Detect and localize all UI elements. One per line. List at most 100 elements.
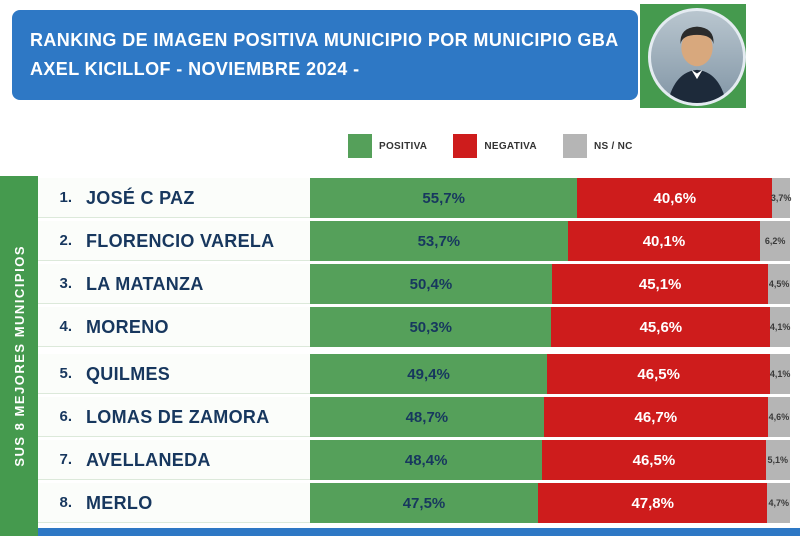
nsnc-value-label: 4,7% (768, 498, 789, 508)
person-silhouette-icon (667, 26, 727, 103)
bar-segment-negativa: 45,6% (551, 307, 771, 347)
negativa-value-label: 47,8% (631, 494, 674, 512)
negativa-value-label: 40,1% (642, 232, 686, 250)
row-label-cell: 6. LOMAS DE ZAMORA (38, 397, 310, 437)
row-rank: 1. (59, 189, 72, 206)
stacked-bar: 49,4% 46,5% 4,1% (310, 354, 790, 394)
nsnc-value-label: 5,1% (767, 455, 788, 465)
bar-segment-nsnc: 4,1% (770, 307, 790, 347)
row-rank: 6. (59, 408, 72, 425)
nsnc-value-label: 4,1% (769, 369, 791, 379)
kicillof-photo (648, 8, 746, 106)
row-label-cell: 8. MERLO (38, 483, 310, 523)
stacked-bar: 55,7% 40,6% 3,7% (310, 178, 792, 218)
municipality-name: QUILMES (86, 364, 171, 384)
bottom-blue-strip (38, 528, 800, 536)
bar-segment-nsnc: 4,7% (767, 483, 790, 523)
bar-segment-nsnc: 4,5% (768, 264, 790, 304)
bar-segment-positiva: 48,4% (310, 440, 543, 480)
nsnc-swatch-icon (562, 134, 587, 158)
negativa-value-label: 45,1% (638, 275, 682, 293)
row-rank: 5. (59, 365, 72, 382)
negativa-value-label: 45,6% (639, 318, 683, 336)
row-rank: 2. (59, 232, 72, 249)
table-row: 1. JOSÉ C PAZ 55,7% 40,6% 3,7% (38, 178, 792, 218)
legend-label-nsnc: NS / NC (593, 140, 633, 152)
bar-segment-negativa: 40,6% (577, 178, 773, 218)
bar-segment-nsnc: 6,2% (760, 221, 790, 261)
table-row: 2. FLORENCIO VARELA 53,7% 40,1% 6,2% (38, 221, 790, 261)
municipality-name: MERLO (86, 493, 153, 513)
title-banner: RANKING DE IMAGEN POSITIVA MUNICIPIO POR… (12, 10, 638, 100)
bar-segment-negativa: 46,7% (543, 397, 768, 437)
positiva-value-label: 50,4% (409, 275, 453, 293)
positiva-value-label: 49,4% (407, 365, 450, 383)
municipality-name: JOSÉ C PAZ (86, 188, 195, 208)
nsnc-value-label: 4,1% (769, 322, 791, 332)
bar-segment-nsnc: 5,1% (765, 440, 790, 480)
negativa-value-label: 40,6% (653, 189, 697, 207)
municipality-name: LA MATANZA (86, 274, 204, 294)
title-line-2: AXEL KICILLOF - NOVIEMBRE 2024 - (30, 58, 360, 79)
stacked-bar: 50,3% 45,6% 4,1% (310, 307, 790, 347)
bar-segment-positiva: 55,7% (310, 178, 578, 218)
positiva-value-label: 55,7% (422, 189, 465, 207)
stacked-bar: 48,4% 46,5% 5,1% (310, 440, 790, 480)
sidebar: SUS 8 MEJORES MUNICIPIOS (0, 176, 38, 536)
row-rank: 4. (59, 318, 72, 335)
nsnc-value-label: 4,6% (768, 412, 790, 422)
table-row: 6. LOMAS DE ZAMORA 48,7% 46,7% 4,6% (38, 397, 790, 437)
negativa-swatch-icon (453, 134, 478, 158)
row-label-cell: 5. QUILMES (38, 354, 310, 394)
positiva-value-label: 47,5% (402, 494, 446, 512)
municipality-name: MORENO (86, 317, 169, 337)
row-label-cell: 2. FLORENCIO VARELA (38, 221, 310, 261)
positiva-value-label: 53,7% (417, 232, 461, 250)
positiva-swatch-icon (348, 134, 372, 158)
nsnc-value-label: 4,5% (768, 279, 790, 289)
nsnc-value-label: 6,2% (764, 236, 786, 246)
municipality-name: LOMAS DE ZAMORA (86, 407, 270, 427)
row-rank: 8. (59, 494, 72, 511)
municipality-name: AVELLANEDA (86, 450, 211, 470)
legend-label-positiva: POSITIVA (379, 140, 428, 152)
positiva-value-label: 48,4% (404, 451, 448, 469)
bar-segment-nsnc: 3,7% (770, 178, 792, 218)
ranking-rows: 1. JOSÉ C PAZ 55,7% 40,6% 3,7% 2. FLOREN… (38, 178, 792, 526)
sidebar-label: SUS 8 MEJORES MUNICIPIOS (11, 245, 27, 467)
row-label-cell: 3. LA MATANZA (38, 264, 310, 304)
bar-segment-nsnc: 4,6% (767, 397, 790, 437)
bar-segment-negativa: 47,8% (538, 483, 768, 523)
bar-segment-positiva: 50,4% (310, 264, 552, 304)
bar-segment-nsnc: 4,1% (770, 354, 790, 394)
row-rank: 3. (59, 275, 72, 292)
stacked-bar: 47,5% 47,8% 4,7% (310, 483, 790, 523)
legend-label-negativa: NEGATIVA (484, 140, 537, 152)
legend-item-negativa: NEGATIVA (453, 134, 537, 158)
row-rank: 7. (59, 451, 72, 468)
positiva-value-label: 50,3% (409, 318, 452, 336)
negativa-value-label: 46,5% (637, 365, 680, 383)
bar-segment-positiva: 50,3% (310, 307, 552, 347)
municipality-name: FLORENCIO VARELA (86, 231, 275, 251)
nsnc-value-label: 3,7% (770, 193, 792, 203)
table-row: 8. MERLO 47,5% 47,8% 4,7% (38, 483, 790, 523)
bar-segment-positiva: 49,4% (310, 354, 548, 394)
bar-segment-negativa: 46,5% (542, 440, 766, 480)
legend-item-nsnc: NS / NC (562, 134, 633, 158)
bar-segment-positiva: 53,7% (310, 221, 568, 261)
stacked-bar: 53,7% 40,1% 6,2% (310, 221, 790, 261)
legend-item-positiva: POSITIVA (348, 134, 427, 158)
bar-segment-positiva: 47,5% (310, 483, 538, 523)
legend: POSITIVA NEGATIVA NS / NC (348, 134, 633, 158)
stacked-bar: 50,4% 45,1% 4,5% (310, 264, 790, 304)
stacked-bar: 48,7% 46,7% 4,6% (310, 397, 790, 437)
table-row: 3. LA MATANZA 50,4% 45,1% 4,5% (38, 264, 790, 304)
negativa-value-label: 46,7% (634, 408, 678, 426)
row-label-cell: 7. AVELLANEDA (38, 440, 310, 480)
title-line-1: RANKING DE IMAGEN POSITIVA MUNICIPIO POR… (30, 30, 619, 50)
row-label-cell: 1. JOSÉ C PAZ (38, 178, 310, 218)
row-label-cell: 4. MORENO (38, 307, 310, 347)
bar-segment-negativa: 45,1% (551, 264, 769, 304)
bar-segment-negativa: 40,1% (567, 221, 761, 261)
